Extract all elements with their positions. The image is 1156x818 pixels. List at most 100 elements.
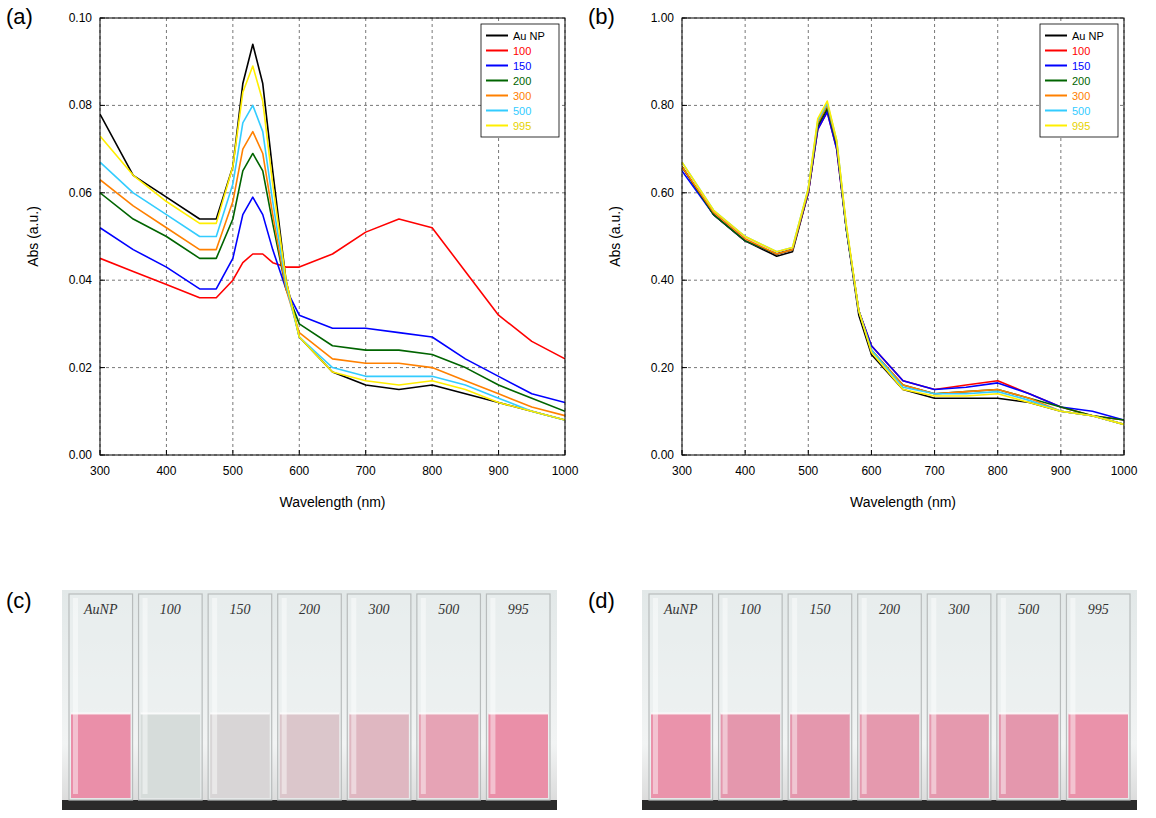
legend-label: 300 [1072, 90, 1090, 102]
cuvette-label: AuNP [83, 602, 118, 617]
legend-label: 100 [513, 45, 531, 57]
cuvette-label: 995 [508, 602, 529, 617]
series-line [682, 105, 1124, 424]
legend-swatch [1045, 110, 1067, 112]
cuvette-body [719, 594, 783, 800]
cuvette-body [788, 594, 852, 800]
cuvette-liquid [210, 713, 270, 798]
series-line [682, 110, 1124, 425]
tick-mark [934, 450, 935, 455]
tick-label: 1.00 [651, 11, 675, 25]
legend-label: 995 [1072, 120, 1090, 132]
cuvette: 300 [347, 594, 411, 800]
grid-line [100, 280, 565, 281]
cuvette-label: 995 [1088, 602, 1109, 617]
legend: Au NP100150200300500995 [481, 24, 559, 137]
tick-mark [166, 450, 167, 455]
photo-panel: (c)AuNP100150200300500995 [6, 588, 557, 810]
meniscus [790, 712, 850, 714]
cuvette: 100 [139, 594, 203, 800]
tick-mark [100, 105, 105, 106]
grid-line [100, 192, 565, 193]
cuvette-body [139, 594, 203, 800]
tick-label: 0.80 [651, 98, 675, 112]
cuvette-label: 100 [160, 602, 181, 617]
cuvette: 200 [278, 594, 342, 800]
tick-label: 1000 [552, 464, 579, 478]
tick-mark [498, 450, 499, 455]
series-line [682, 108, 1124, 420]
cuvette: 200 [858, 594, 922, 800]
meniscus [210, 712, 270, 714]
plot-area [682, 18, 1124, 455]
series-line [682, 103, 1124, 424]
legend-swatch [1045, 125, 1067, 127]
meniscus [721, 712, 781, 714]
cuvette-body [347, 594, 411, 800]
cuvette-liquid [929, 713, 989, 798]
cuvette: 995 [486, 594, 550, 800]
series-line [100, 132, 565, 416]
legend-swatch [1045, 65, 1067, 67]
cuvette: 500 [997, 594, 1061, 800]
cuvette-liquid [721, 713, 781, 798]
tick-mark [682, 105, 687, 106]
panel-label: (b) [588, 4, 615, 29]
legend-label: Au NP [513, 30, 545, 42]
photo-panel: (d)AuNP100150200300500995 [588, 588, 1137, 810]
cuvette: 500 [417, 594, 481, 800]
legend-swatch [486, 110, 508, 112]
legend-label: 200 [513, 75, 531, 87]
legend-label: 150 [1072, 60, 1090, 72]
legend-label: 300 [513, 90, 531, 102]
cuvette: AuNP [649, 594, 713, 800]
tick-label: 0.08 [69, 98, 93, 112]
cuvette-liquid [860, 713, 920, 798]
plot-frame [682, 18, 1124, 455]
cuvette-liquid [1068, 713, 1128, 798]
grid-line [299, 18, 300, 455]
tick-label: 600 [861, 464, 881, 478]
series-line [682, 112, 1124, 420]
tick-label: 1000 [1111, 464, 1138, 478]
legend-label: 500 [1072, 105, 1090, 117]
meniscus [929, 712, 989, 714]
figure: 30040050060070080090010000.000.020.040.0… [0, 0, 1156, 818]
cuvette-body [69, 594, 133, 800]
tick-label: 700 [925, 464, 945, 478]
series-line [682, 101, 1124, 424]
cuvette-label: 100 [740, 602, 761, 617]
grid-line [432, 18, 433, 455]
legend-swatch [486, 35, 508, 37]
tick-mark [682, 192, 687, 193]
axis-title: Abs (a.u.) [25, 206, 41, 267]
meniscus [860, 712, 920, 714]
meniscus [419, 712, 479, 714]
meniscus [280, 712, 340, 714]
legend-swatch [486, 80, 508, 82]
series-line [682, 112, 1124, 420]
tick-label: 300 [90, 464, 110, 478]
glass-highlight [862, 598, 867, 794]
plot-frame [100, 18, 565, 455]
cuvette-label: 150 [229, 602, 250, 617]
tick-label: 300 [672, 464, 692, 478]
photo-background [642, 590, 1137, 810]
series-group [682, 101, 1124, 424]
cuvette-body [649, 594, 713, 800]
glass-highlight [931, 598, 936, 794]
legend-swatch [1045, 95, 1067, 97]
tick-mark [997, 450, 998, 455]
grid-line [232, 18, 233, 455]
panel-label: (d) [588, 588, 615, 613]
tick-label: 0.40 [651, 273, 675, 287]
cuvette-liquid [999, 713, 1059, 798]
glass-highlight [212, 598, 217, 794]
legend-swatch [486, 125, 508, 127]
glass-highlight [490, 598, 495, 794]
cuvette-body [927, 594, 991, 800]
tick-mark [808, 450, 809, 455]
cuvette-label: 500 [438, 602, 459, 617]
tick-mark [299, 450, 300, 455]
cuvette: 100 [719, 594, 783, 800]
